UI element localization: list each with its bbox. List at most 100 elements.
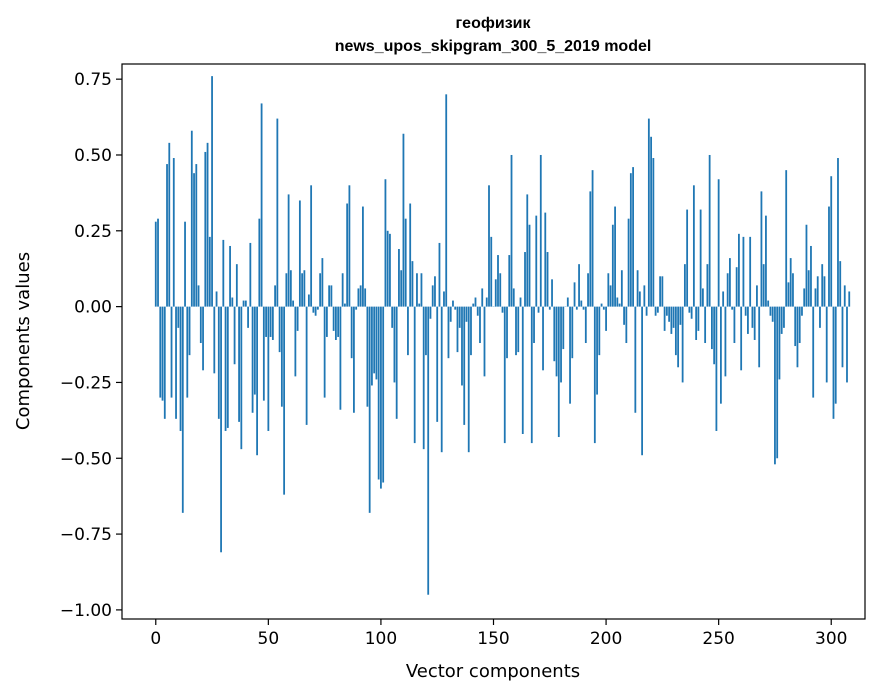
bar (280, 306, 283, 407)
bar (638, 291, 641, 307)
bar (573, 282, 576, 307)
bar (262, 306, 265, 401)
bar (197, 285, 200, 307)
bar (792, 273, 794, 307)
bar (656, 306, 659, 313)
bar (747, 306, 749, 334)
bar (841, 306, 844, 368)
bar (166, 164, 168, 307)
bar (697, 306, 700, 331)
bar (742, 236, 745, 307)
bar (692, 185, 695, 307)
bar (589, 191, 592, 307)
bar (452, 300, 454, 307)
bar (154, 221, 157, 307)
bar (319, 273, 322, 307)
bar (256, 306, 258, 456)
bar (515, 306, 517, 356)
y-axis-label: Components values (13, 252, 34, 430)
bar (334, 306, 337, 340)
bar (314, 306, 317, 316)
bar (296, 306, 299, 331)
bar (332, 306, 335, 331)
bar (499, 273, 502, 307)
bar (632, 167, 634, 307)
bar (247, 306, 249, 328)
bar (596, 306, 598, 395)
bar (623, 306, 625, 325)
bar (467, 306, 470, 453)
bar (267, 306, 270, 431)
bar (215, 291, 218, 307)
chart-title: геофизик (456, 15, 532, 32)
bar (645, 306, 648, 316)
bar (380, 306, 382, 489)
bar (580, 300, 583, 307)
bar (422, 306, 425, 450)
bar (224, 306, 227, 431)
bar (571, 306, 574, 359)
bar (506, 306, 508, 359)
bar (846, 306, 848, 383)
bar (544, 212, 547, 307)
bar (701, 288, 704, 307)
bar (744, 306, 747, 316)
bar (220, 306, 222, 553)
bar (528, 224, 531, 307)
bar (524, 252, 526, 307)
bar (706, 264, 709, 307)
bar (483, 306, 486, 377)
bar (724, 306, 727, 377)
chart-subtitle: news_upos_skipgram_300_5_2019 model (335, 38, 652, 55)
y-tick-label: −1.00 (60, 601, 112, 621)
y-tick-label: −0.25 (60, 373, 112, 393)
bar (449, 306, 452, 322)
bar (179, 306, 182, 431)
bar (328, 285, 331, 307)
y-tick-label: 0.00 (74, 298, 112, 318)
bar (337, 306, 340, 337)
bar (395, 306, 398, 419)
bar (828, 206, 830, 307)
bar (269, 306, 272, 337)
bar (672, 306, 675, 328)
bar (384, 179, 387, 307)
bar (274, 285, 276, 307)
bar (807, 270, 810, 307)
bar (438, 242, 441, 307)
bar (776, 306, 779, 459)
plot-frame (121, 63, 866, 620)
bar (805, 224, 808, 307)
bar (715, 306, 718, 431)
bar (501, 306, 504, 313)
bar (814, 288, 817, 307)
bar (355, 306, 358, 310)
bar (310, 185, 313, 307)
bar (681, 306, 684, 383)
x-tick-label: 150 (477, 629, 509, 649)
bar (598, 306, 601, 356)
bar (798, 306, 801, 344)
bar (362, 206, 364, 307)
bar (323, 306, 326, 398)
bar (278, 306, 281, 353)
bar (607, 273, 610, 307)
bar (704, 306, 707, 344)
bar (202, 306, 204, 371)
bar (485, 297, 488, 307)
bar (481, 288, 484, 307)
bar (226, 306, 229, 428)
x-tick-label: 100 (365, 629, 397, 649)
bar (620, 270, 623, 307)
bar (778, 306, 781, 380)
bar (271, 306, 274, 340)
bar (539, 154, 542, 307)
bar (229, 245, 231, 307)
bar (258, 218, 261, 307)
bar (253, 306, 256, 395)
x-tick-label: 200 (590, 629, 622, 649)
bar (661, 276, 664, 307)
bar (834, 306, 837, 404)
bar (627, 218, 630, 307)
bar (562, 306, 565, 350)
